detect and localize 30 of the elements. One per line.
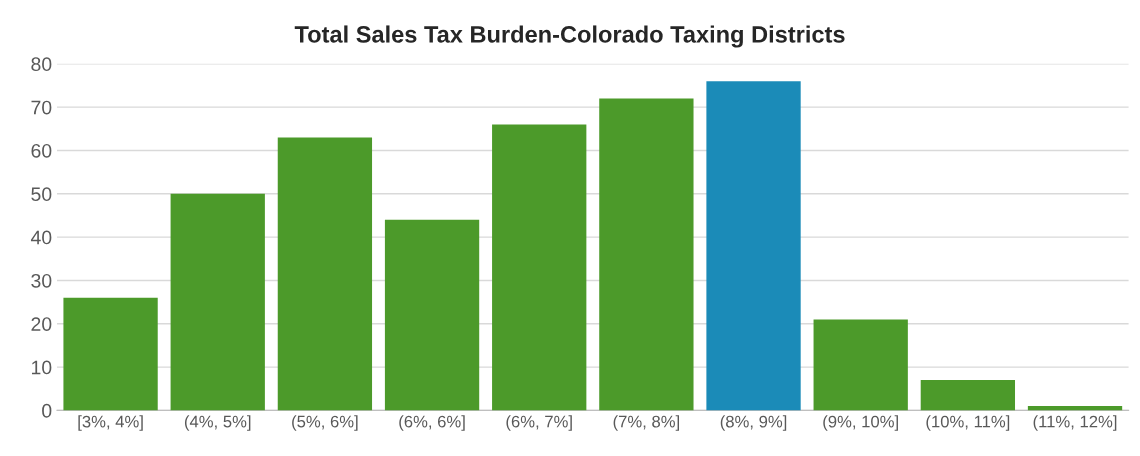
chart-title: Total Sales Tax Burden-Colorado Taxing Districts — [294, 25, 845, 48]
y-tick-label: 60 — [31, 143, 52, 158]
bar — [63, 297, 158, 411]
bar — [170, 193, 265, 411]
x-tick-label: (4%, 5%] — [184, 415, 251, 431]
y-tick-label: 80 — [31, 57, 52, 72]
y-tick-label: 70 — [31, 100, 52, 115]
bar — [492, 124, 587, 411]
x-tick-label: (11%, 12%] — [1033, 415, 1117, 431]
x-tick-label: (6%, 6%] — [399, 415, 465, 431]
bar — [277, 137, 373, 411]
y-tick-label: 30 — [31, 273, 52, 288]
bar — [384, 219, 480, 411]
x-tick-label: (10%, 11%] — [926, 415, 1010, 431]
y-tick-label: 40 — [30, 230, 52, 245]
x-tick-label: (6%, 7%] — [506, 415, 572, 431]
x-tick-label: (7%, 8%] — [613, 415, 679, 431]
y-tick-label: 0 — [42, 403, 52, 418]
y-tick-label: 10 — [32, 360, 52, 375]
y-tick-label: 50 — [31, 187, 52, 202]
x-tick-label: [3%, 4%] — [78, 415, 143, 431]
x-tick-label: (5%, 6%] — [292, 415, 358, 431]
bar — [599, 98, 694, 411]
bar — [706, 81, 801, 411]
bar — [1027, 406, 1123, 411]
x-tick-label: (9%, 10%] — [823, 415, 898, 431]
bar — [813, 319, 908, 411]
x-tick-label: (8%, 9%] — [720, 415, 787, 431]
bar — [920, 380, 1016, 411]
y-tick-label: 20 — [31, 317, 52, 331]
